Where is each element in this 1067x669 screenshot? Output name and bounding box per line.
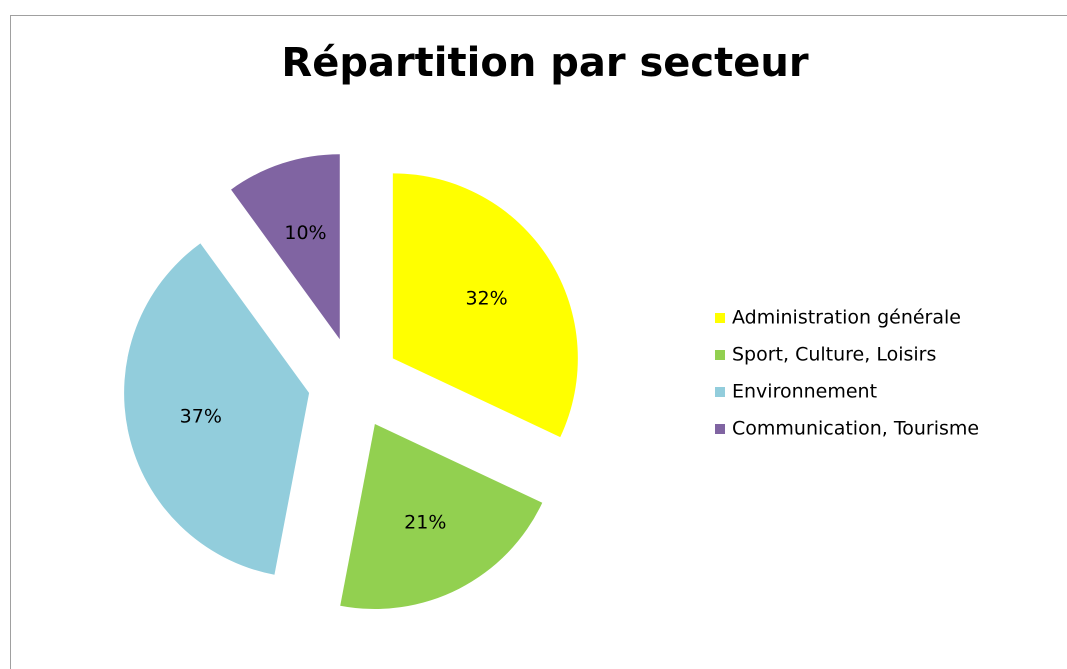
data-label: 32% [465,287,507,309]
legend-swatch [715,387,725,397]
data-label: 21% [404,511,446,533]
pie-slice [124,243,310,575]
legend-swatch [715,350,725,360]
data-label: 37% [180,406,222,428]
pie-slice [340,423,543,609]
chart-title: Répartition par secteur [281,40,808,86]
legend-label: Environnement [732,381,877,403]
legend-swatch [715,424,725,434]
pie-slice [392,173,578,438]
data-label: 10% [284,222,326,244]
legend-label: Administration générale [732,307,961,329]
legend-label: Communication, Tourisme [732,418,979,440]
legend-label: Sport, Culture, Loisirs [732,344,936,366]
pie-slice [231,154,340,340]
legend-swatch [715,313,725,323]
